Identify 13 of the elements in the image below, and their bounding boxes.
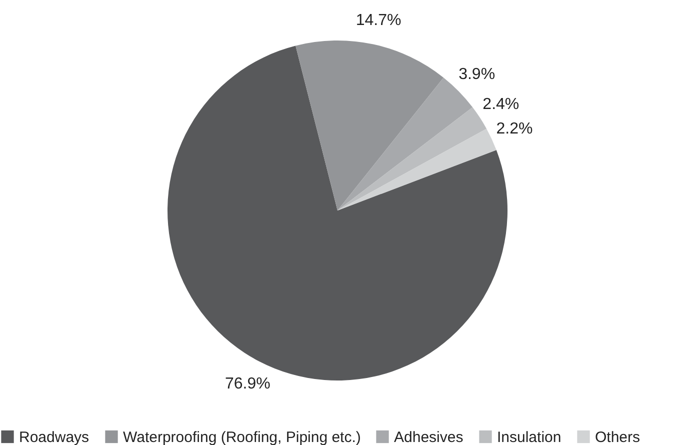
data-label: 76.9% xyxy=(224,376,270,393)
data-label: 2.4% xyxy=(482,96,520,114)
legend-label: Adhesives xyxy=(394,428,464,445)
data-label: 14.7% xyxy=(356,12,402,29)
data-label: 2.2% xyxy=(496,120,533,138)
legend-label: Waterproofing (Roofing, Piping etc.) xyxy=(123,428,361,445)
pie-slice xyxy=(338,128,496,210)
legend-label: Roadways xyxy=(19,428,90,445)
data-label: 3.9% xyxy=(458,66,496,84)
legend-label: Others xyxy=(595,428,640,445)
pie-slice xyxy=(296,40,444,210)
pie-slice xyxy=(338,78,473,210)
legend-label: Insulation xyxy=(497,428,562,445)
